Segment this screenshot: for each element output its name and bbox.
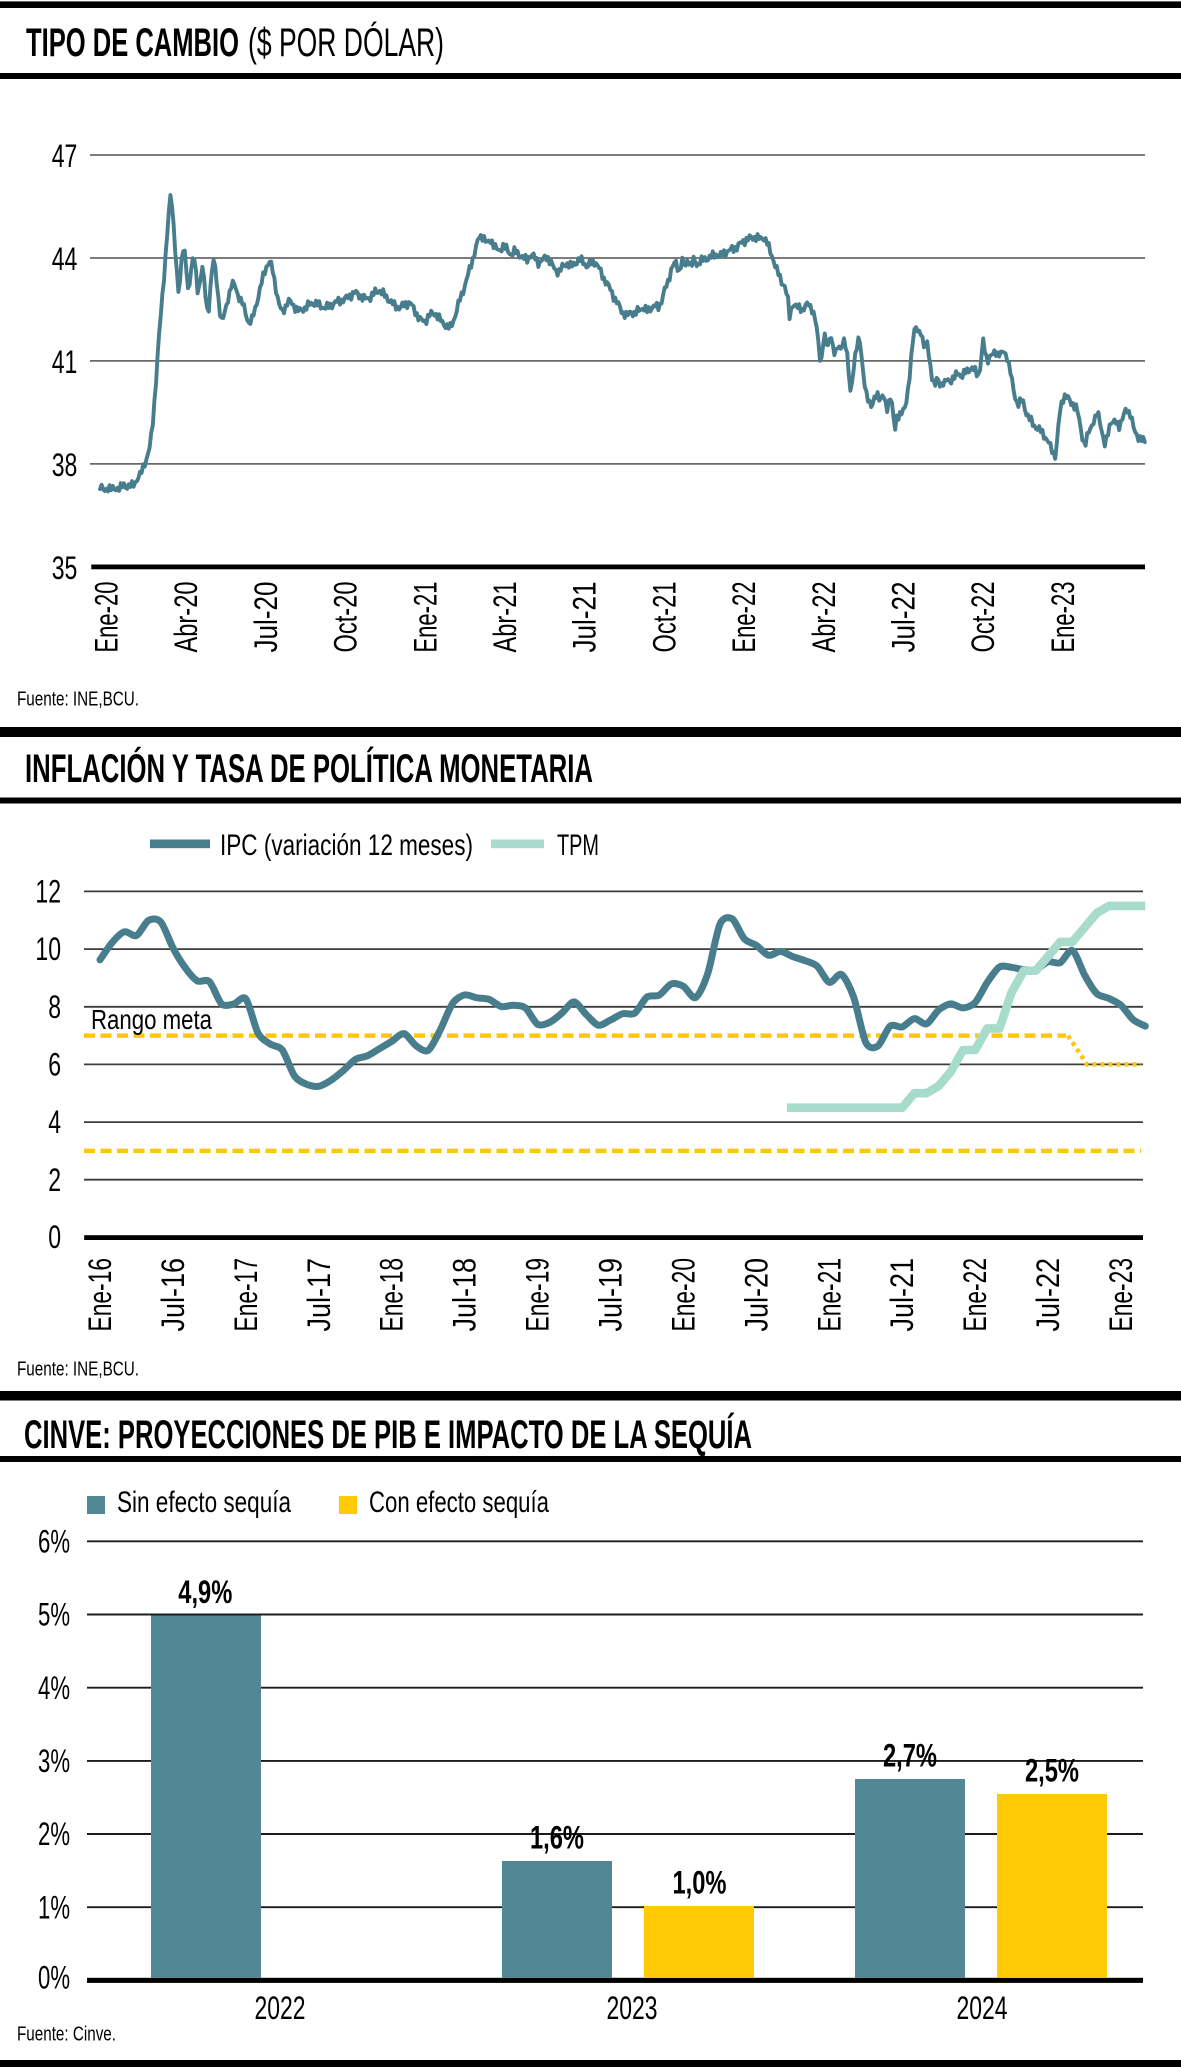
svg-text:Abr-22: Abr-22 bbox=[806, 582, 842, 653]
svg-text:TIPO DE CAMBIO: TIPO DE CAMBIO bbox=[26, 21, 239, 65]
svg-text:0: 0 bbox=[48, 1219, 61, 1255]
svg-text:Jul-20: Jul-20 bbox=[738, 1258, 774, 1332]
svg-text:Jul-18: Jul-18 bbox=[447, 1258, 483, 1332]
svg-text:44: 44 bbox=[52, 241, 78, 277]
svg-text:38: 38 bbox=[52, 447, 78, 483]
svg-text:Ene-22: Ene-22 bbox=[957, 1258, 993, 1332]
svg-text:TPM: TPM bbox=[557, 829, 599, 862]
svg-text:Jul-20: Jul-20 bbox=[248, 582, 284, 653]
svg-text:0%: 0% bbox=[38, 1960, 70, 1996]
svg-text:Ene-23: Ene-23 bbox=[1045, 582, 1081, 653]
svg-text:Abr-21: Abr-21 bbox=[487, 582, 523, 653]
svg-text:1%: 1% bbox=[38, 1889, 70, 1925]
svg-text:CINVE: PROYECCIONES DE PIB E I: CINVE: PROYECCIONES DE PIB E IMPACTO DE … bbox=[24, 1412, 752, 1457]
svg-text:2023: 2023 bbox=[607, 1990, 658, 2026]
svg-text:41: 41 bbox=[52, 344, 78, 380]
svg-text:Ene-16: Ene-16 bbox=[82, 1258, 118, 1332]
svg-text:6: 6 bbox=[48, 1047, 61, 1083]
svg-text:Con efecto sequía: Con efecto sequía bbox=[369, 1486, 549, 1519]
svg-text:Jul-21: Jul-21 bbox=[567, 582, 603, 653]
svg-text:8: 8 bbox=[48, 989, 61, 1025]
svg-text:2%: 2% bbox=[38, 1816, 70, 1852]
svg-text:2022: 2022 bbox=[255, 1990, 306, 2026]
svg-text:($ POR DÓLAR): ($ POR DÓLAR) bbox=[248, 20, 444, 65]
svg-text:Sin efecto sequía: Sin efecto sequía bbox=[117, 1486, 291, 1519]
svg-text:Ene-20: Ene-20 bbox=[89, 582, 125, 653]
svg-text:Jul-22: Jul-22 bbox=[886, 582, 922, 653]
svg-text:4: 4 bbox=[48, 1104, 61, 1140]
svg-text:Fuente: INE,BCU.: Fuente: INE,BCU. bbox=[17, 688, 139, 711]
svg-text:INFLACIÓN Y TASA DE POLÍTICA M: INFLACIÓN Y TASA DE POLÍTICA MONETARIA bbox=[25, 745, 593, 791]
svg-text:Ene-21: Ene-21 bbox=[811, 1258, 847, 1332]
svg-text:Rango meta: Rango meta bbox=[91, 1004, 212, 1035]
svg-text:Ene-21: Ene-21 bbox=[407, 582, 443, 653]
svg-text:2,5%: 2,5% bbox=[1025, 1753, 1079, 1789]
svg-text:6%: 6% bbox=[38, 1524, 70, 1560]
svg-text:Ene-22: Ene-22 bbox=[726, 582, 762, 653]
svg-text:Jul-22: Jul-22 bbox=[1030, 1258, 1066, 1332]
svg-text:Oct-20: Oct-20 bbox=[328, 582, 364, 653]
svg-text:1,6%: 1,6% bbox=[530, 1820, 584, 1856]
svg-text:Oct-21: Oct-21 bbox=[646, 582, 682, 653]
svg-text:35: 35 bbox=[52, 550, 78, 586]
svg-text:Ene-23: Ene-23 bbox=[1103, 1258, 1139, 1332]
svg-text:Ene-18: Ene-18 bbox=[374, 1258, 410, 1332]
svg-text:Jul-19: Jul-19 bbox=[593, 1258, 629, 1332]
svg-text:4,9%: 4,9% bbox=[178, 1574, 232, 1610]
svg-text:2024: 2024 bbox=[957, 1990, 1008, 2026]
svg-text:Jul-16: Jul-16 bbox=[155, 1258, 191, 1332]
svg-text:12: 12 bbox=[35, 874, 61, 910]
svg-text:47: 47 bbox=[52, 138, 78, 174]
svg-text:2: 2 bbox=[48, 1162, 61, 1198]
svg-text:Ene-20: Ene-20 bbox=[665, 1258, 701, 1332]
svg-text:Abr-20: Abr-20 bbox=[168, 582, 204, 653]
svg-text:10: 10 bbox=[35, 931, 61, 967]
svg-text:IPC (variación 12 meses): IPC (variación 12 meses) bbox=[220, 829, 473, 862]
svg-text:5%: 5% bbox=[38, 1597, 70, 1633]
svg-text:3%: 3% bbox=[38, 1743, 70, 1779]
svg-text:1,0%: 1,0% bbox=[673, 1865, 727, 1901]
svg-text:Jul-21: Jul-21 bbox=[884, 1258, 920, 1332]
svg-text:Jul-17: Jul-17 bbox=[301, 1258, 337, 1332]
svg-text:4%: 4% bbox=[38, 1670, 70, 1706]
svg-text:2,7%: 2,7% bbox=[883, 1738, 937, 1774]
svg-text:Oct-22: Oct-22 bbox=[965, 582, 1001, 653]
svg-text:Fuente: INE,BCU.: Fuente: INE,BCU. bbox=[17, 1358, 139, 1381]
svg-text:Ene-17: Ene-17 bbox=[228, 1258, 264, 1332]
svg-text:Fuente: Cinve.: Fuente: Cinve. bbox=[17, 2023, 116, 2046]
svg-text:Ene-19: Ene-19 bbox=[520, 1258, 556, 1332]
